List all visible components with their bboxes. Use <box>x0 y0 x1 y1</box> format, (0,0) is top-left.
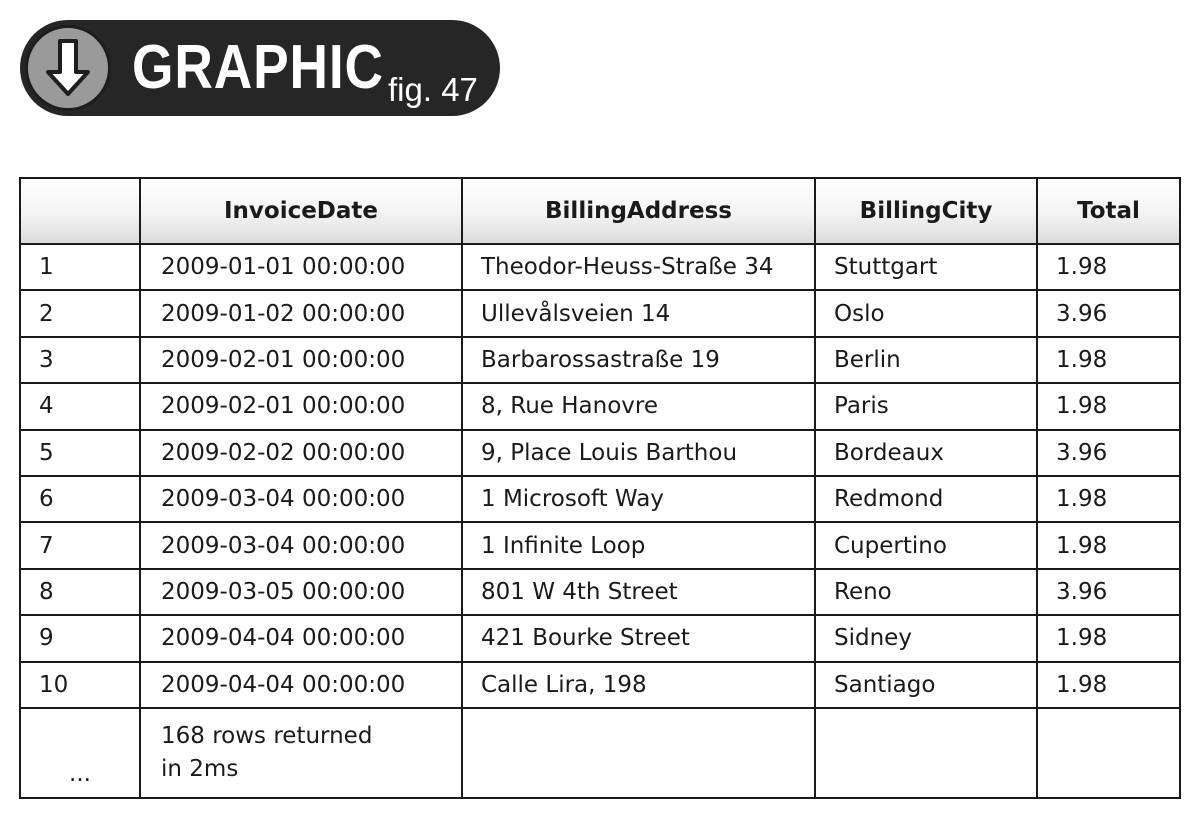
invoice-date-cell: 2009-04-04 00:00:00 <box>139 660 463 709</box>
more-rows-ellipsis: ... <box>19 706 141 799</box>
total-cell: 1.98 <box>1036 614 1181 663</box>
total-cell: 3.96 <box>1036 428 1181 477</box>
table-row: 10 2009-04-04 00:00:00 Calle Lira, 198 S… <box>19 660 1181 709</box>
rows-returned-summary: 168 rows returned in 2ms <box>139 706 463 799</box>
invoice-date-cell: 2009-01-02 00:00:00 <box>139 289 463 338</box>
table-row: 6 2009-03-04 00:00:00 1 Microsoft Way Re… <box>19 474 1181 524</box>
billing-address-cell: 8, Rue Hanovre <box>461 382 816 431</box>
total-cell: 1.98 <box>1036 335 1181 385</box>
row-number: 4 <box>19 382 141 431</box>
total-cell: 1.98 <box>1036 242 1181 292</box>
billing-address-cell: 801 W 4th Street <box>461 567 816 617</box>
billing-address-cell: 1 Microsoft Way <box>461 474 816 524</box>
invoice-date-cell: 2009-04-04 00:00:00 <box>139 614 463 663</box>
row-number: 9 <box>19 614 141 663</box>
column-header-rownum <box>19 177 141 245</box>
total-cell: 3.96 <box>1036 567 1181 617</box>
row-number: 10 <box>19 660 141 709</box>
column-header-total: Total <box>1036 177 1181 245</box>
billing-city-cell: Redmond <box>814 474 1038 524</box>
row-number: 8 <box>19 567 141 617</box>
billing-city-cell: Berlin <box>814 335 1038 385</box>
billing-address-cell: 421 Bourke Street <box>461 614 816 663</box>
billing-city-cell: Cupertino <box>814 521 1038 570</box>
invoice-date-cell: 2009-02-01 00:00:00 <box>139 382 463 431</box>
table-row: 2 2009-01-02 00:00:00 Ullevålsveien 14 O… <box>19 289 1181 338</box>
total-cell: 1.98 <box>1036 382 1181 431</box>
billing-address-cell: 1 Infinite Loop <box>461 521 816 570</box>
summary-line-count: 168 rows returned <box>161 722 373 749</box>
column-header-billing-city: BillingCity <box>814 177 1038 245</box>
billing-city-cell: Bordeaux <box>814 428 1038 477</box>
total-cell: 3.96 <box>1036 289 1181 338</box>
figure-number: fig. 47 <box>388 71 478 108</box>
billing-address-cell: 9, Place Louis Barthou <box>461 428 816 477</box>
billing-address-cell: Theodor-Heuss-Straße 34 <box>461 242 816 292</box>
row-number: 7 <box>19 521 141 570</box>
table-header-row: InvoiceDate BillingAddress BillingCity T… <box>19 177 1181 245</box>
billing-address-cell: Calle Lira, 198 <box>461 660 816 709</box>
total-cell: 1.98 <box>1036 660 1181 709</box>
column-header-billing-address: BillingAddress <box>461 177 816 245</box>
row-number: 6 <box>19 474 141 524</box>
billing-city-cell: Stuttgart <box>814 242 1038 292</box>
summary-line-time: in 2ms <box>161 755 239 782</box>
billing-city-cell: Reno <box>814 567 1038 617</box>
row-number: 1 <box>19 242 141 292</box>
table-row: 4 2009-02-01 00:00:00 8, Rue Hanovre Par… <box>19 382 1181 431</box>
invoice-date-cell: 2009-02-01 00:00:00 <box>139 335 463 385</box>
billing-city-cell: Santiago <box>814 660 1038 709</box>
billing-address-cell: Ullevålsveien 14 <box>461 289 816 338</box>
row-number: 5 <box>19 428 141 477</box>
results-table: InvoiceDate BillingAddress BillingCity T… <box>19 177 1181 799</box>
empty-cell <box>814 706 1038 799</box>
table-row: 8 2009-03-05 00:00:00 801 W 4th Street R… <box>19 567 1181 617</box>
row-number: 2 <box>19 289 141 338</box>
total-cell: 1.98 <box>1036 474 1181 524</box>
table-row: 7 2009-03-04 00:00:00 1 Infinite Loop Cu… <box>19 521 1181 570</box>
table-row: 3 2009-02-01 00:00:00 Barbarossastraße 1… <box>19 335 1181 385</box>
table-row: 1 2009-01-01 00:00:00 Theodor-Heuss-Stra… <box>19 242 1181 292</box>
invoice-date-cell: 2009-03-04 00:00:00 <box>139 474 463 524</box>
empty-cell <box>461 706 816 799</box>
empty-cell <box>1036 706 1181 799</box>
table-row: 9 2009-04-04 00:00:00 421 Bourke Street … <box>19 614 1181 663</box>
invoice-date-cell: 2009-01-01 00:00:00 <box>139 242 463 292</box>
billing-city-cell: Paris <box>814 382 1038 431</box>
billing-city-cell: Sidney <box>814 614 1038 663</box>
badge-title: GRAPHIC <box>132 33 384 102</box>
invoice-date-cell: 2009-03-05 00:00:00 <box>139 567 463 617</box>
invoice-date-cell: 2009-02-02 00:00:00 <box>139 428 463 477</box>
column-header-invoice-date: InvoiceDate <box>139 177 463 245</box>
invoice-date-cell: 2009-03-04 00:00:00 <box>139 521 463 570</box>
table-row: 5 2009-02-02 00:00:00 9, Place Louis Bar… <box>19 428 1181 477</box>
billing-address-cell: Barbarossastraße 19 <box>461 335 816 385</box>
summary-row: ... 168 rows returned in 2ms <box>19 706 1181 799</box>
graphic-badge: GRAPHIC fig. 47 <box>20 20 500 116</box>
total-cell: 1.98 <box>1036 521 1181 570</box>
row-number: 3 <box>19 335 141 385</box>
arrow-down-icon <box>25 25 111 111</box>
billing-city-cell: Oslo <box>814 289 1038 338</box>
